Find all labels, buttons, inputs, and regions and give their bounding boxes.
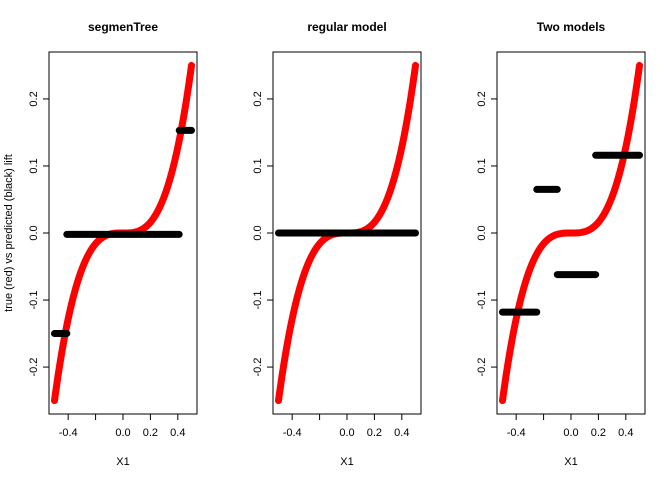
y-tick-label: 0.2: [252, 91, 264, 106]
x-tick-label: 0.2: [591, 427, 606, 439]
x-tick-label: 0.0: [563, 427, 578, 439]
x-axis-label: X1: [564, 456, 577, 468]
x-tick-label: 0.0: [115, 427, 130, 439]
x-axis-label: X1: [116, 456, 129, 468]
y-tick-label: 0.0: [476, 225, 488, 240]
x-tick-label: 0.4: [170, 427, 185, 439]
x-tick-label: 0.0: [339, 427, 354, 439]
x-tick-label: 0.4: [394, 427, 409, 439]
y-tick-label: -0.2: [28, 358, 40, 377]
true-lift-curve: [498, 61, 644, 405]
chart-title: regular model: [307, 20, 386, 34]
y-tick-label: 0.1: [476, 158, 488, 173]
x-tick-label: 0.2: [367, 427, 382, 439]
x-tick-label: -0.4: [59, 427, 78, 439]
y-axis-label: true (red) vs predicted (black) lift: [3, 154, 15, 312]
y-tick-label: 0.0: [252, 225, 264, 240]
chart-title: Two models: [537, 20, 606, 34]
panel-3: Two models -0.4 0.0 0.2 0.4 X1 -0.2 -0.1 0.0 0.1 0…: [476, 20, 646, 468]
y-tick-label: -0.1: [252, 291, 264, 310]
y-tick-label: 0.1: [28, 158, 40, 173]
chart-title: segmenTree: [88, 20, 158, 34]
x-axis-label: X1: [340, 456, 353, 468]
y-tick-label: -0.2: [476, 358, 488, 377]
x-tick-label: -0.4: [283, 427, 302, 439]
x-tick-label: 0.2: [143, 427, 158, 439]
panel-1: segmenTree -0.4 0.0 0.2 0.4 X1 -0.2 -0.1 0.0 0.1 0…: [3, 20, 198, 468]
y-tick-label: 0.1: [252, 158, 264, 173]
y-tick-label: 0.0: [28, 225, 40, 240]
y-tick-label: -0.2: [252, 358, 264, 377]
y-tick-label: -0.1: [28, 291, 40, 310]
x-tick-label: 0.4: [618, 427, 633, 439]
y-tick-label: -0.1: [476, 291, 488, 310]
y-tick-label: 0.2: [476, 91, 488, 106]
panel-2: regular model -0.4 0.0 0.2 0.4 X1 -0.2 -0.1 0.0 0…: [252, 20, 422, 468]
y-tick-label: 0.2: [28, 91, 40, 106]
x-tick-label: -0.4: [507, 427, 526, 439]
